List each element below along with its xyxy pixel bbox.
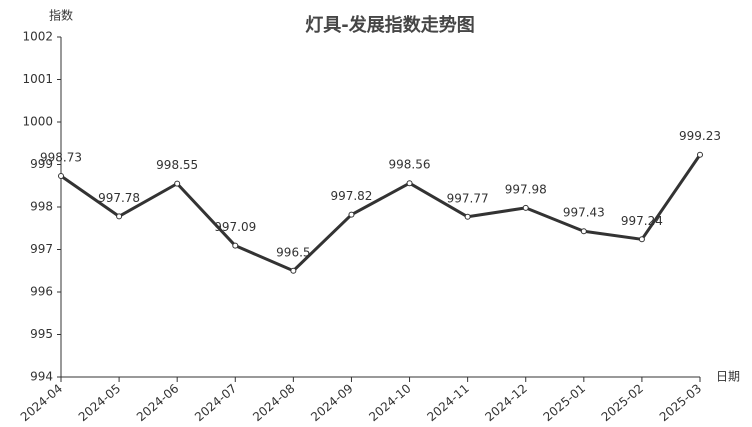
y-tick-label: 994 [30,370,53,384]
x-tick-label: 2025-02 [599,381,646,424]
y-tick-label: 1000 [22,115,53,129]
point [232,242,239,249]
point [638,236,645,243]
point [697,151,703,158]
data-label: 998.55 [156,158,198,172]
data-label: 997.09 [214,220,256,234]
y-tick-label: 999 [30,157,53,171]
x-tick-label: 2024-12 [482,381,529,424]
data-label: 998.56 [389,158,431,172]
point [580,228,587,235]
point [174,180,181,187]
line [60,153,702,273]
point [348,211,355,218]
y-axis-label: 指数 [49,8,73,23]
y-tick-label: 1001 [22,72,53,86]
data-label: 999.23 [679,129,721,143]
point [290,267,297,274]
x-axis-label: 日期 [716,370,740,384]
point [58,172,64,179]
x-tick-label: 2024-05 [76,381,123,424]
point [406,180,413,187]
x-tick-label: 2024-11 [424,381,471,424]
y-tick-label: 996 [30,285,53,299]
data-label: 997.98 [505,182,547,196]
data-label: 997.78 [98,191,140,205]
x-tick-label: 2024-06 [134,381,181,424]
y-tick-label: 995 [30,327,53,341]
x-tick-label: 2024-08 [250,381,297,424]
y-tick-label: 998 [30,200,53,214]
chart-title: 灯具-发展指数走势图 [305,14,474,36]
data-label: 997.82 [330,189,372,203]
y-tick-label: 1002 [22,30,53,44]
x-tick-label: 2025-03 [657,381,704,424]
x-tick-label: 2024-04 [18,381,65,424]
y-tick-label: 997 [30,242,53,256]
data-label: 997.77 [447,191,489,205]
data-label: 998.73 [40,150,82,164]
point [522,204,529,211]
x-tick-label: 2024-10 [366,381,413,424]
point [464,213,471,220]
point [116,213,123,220]
data-label: 996.5 [276,245,310,259]
x-tick-label: 2024-07 [192,381,239,424]
data-label: 997.24 [621,214,663,228]
x-tick-label: 2024-09 [308,381,355,424]
x-tick-label: 2025-01 [541,381,588,424]
data-label: 997.43 [563,206,605,220]
